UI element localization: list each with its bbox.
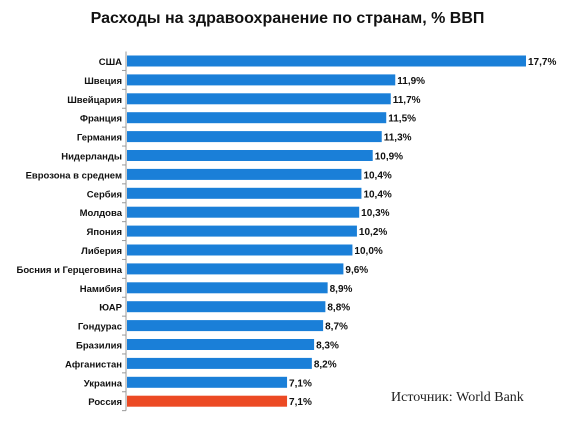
value-label: 10,4% (363, 189, 391, 200)
bar (127, 357, 312, 369)
value-label: 10,4% (363, 170, 391, 181)
bar (127, 339, 315, 350)
category-label: Швеция (84, 76, 122, 87)
bar (127, 263, 344, 275)
bar (127, 168, 362, 180)
value-label: 11,9% (397, 76, 425, 87)
category-label: Либерия (81, 246, 122, 257)
bar (127, 150, 373, 161)
category-label: Бразилия (76, 341, 122, 352)
value-label: 17,7% (528, 57, 556, 68)
value-label: 10,2% (359, 227, 387, 238)
category-label: Гондурас (78, 322, 122, 333)
bar (127, 55, 526, 67)
category-label: Молдова (80, 208, 123, 219)
category-label: Япония (87, 227, 123, 238)
value-label: 9,6% (345, 265, 368, 276)
category-label: Афганистан (65, 359, 122, 370)
category-label: Намибия (80, 284, 122, 295)
value-label: 8,9% (330, 284, 353, 295)
bar (127, 93, 391, 105)
value-label: 7,1% (289, 397, 312, 408)
value-label: 10,9% (375, 152, 403, 163)
category-label: США (99, 57, 122, 68)
bar (127, 244, 353, 256)
source-note: Источник: World Bank (391, 390, 524, 405)
bar (127, 282, 328, 294)
bar (127, 112, 387, 124)
value-label: 11,7% (393, 95, 421, 106)
bar (127, 376, 288, 388)
category-label: Германия (77, 133, 122, 144)
bar (127, 74, 396, 86)
category-label: ЮАР (99, 303, 122, 314)
value-label: 11,3% (384, 133, 412, 144)
category-label: Босния и Герцеговина (17, 265, 123, 276)
value-label: 8,3% (316, 341, 339, 352)
category-label: Россия (88, 397, 122, 408)
bar (127, 320, 324, 332)
bar (127, 301, 326, 313)
category-label: Франция (80, 114, 122, 125)
bar (127, 187, 362, 199)
value-label: 8,8% (327, 303, 350, 314)
value-label: 8,7% (325, 322, 348, 333)
category-label: Нидерланды (61, 152, 122, 163)
chart-title: Расходы на здравоохранение по странам, %… (90, 10, 485, 27)
category-label: Еврозона в среднем (26, 170, 122, 181)
value-label: 11,5% (388, 114, 416, 125)
bar (127, 395, 288, 407)
category-label: Украина (84, 378, 123, 389)
category-label: Швейцария (67, 95, 122, 106)
category-label: Сербия (87, 189, 122, 200)
value-label: 10,0% (354, 246, 382, 257)
bar (127, 225, 357, 237)
bar (127, 206, 360, 218)
value-label: 10,3% (361, 208, 389, 219)
bar (127, 131, 382, 143)
value-label: 7,1% (289, 378, 312, 389)
value-label: 8,2% (314, 359, 337, 370)
